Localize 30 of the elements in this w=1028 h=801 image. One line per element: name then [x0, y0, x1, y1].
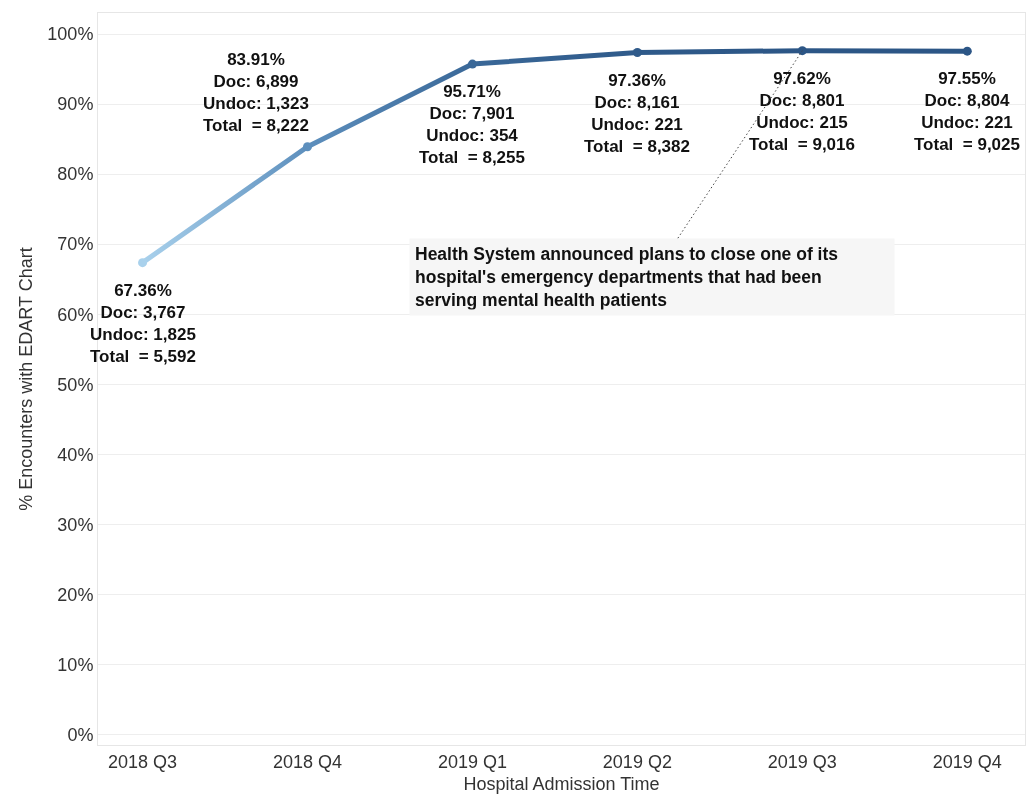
point [302, 142, 312, 152]
y-tick-label: 50% [57, 374, 94, 395]
y-tick-label: 90% [57, 94, 94, 115]
data-label: 83.91% Doc: 6,899 Undoc: 1,323 Total = 8,222 [203, 50, 309, 136]
point [138, 258, 148, 268]
x-tick-label: 2018 Q3 [108, 751, 178, 772]
data-label: 95.71% Doc: 7,901 Undoc: 354 Total = 8,255 [419, 82, 525, 168]
y-tick-label: 70% [57, 234, 94, 255]
point [962, 46, 972, 56]
data-label: 97.36% Doc: 8,161 Undoc: 221 Total = 8,382 [584, 71, 690, 157]
y-tick-label: 100% [47, 24, 94, 45]
y-tick-label: 80% [57, 164, 94, 185]
x-tick-label: 2018 Q4 [272, 751, 343, 772]
x-tick-label: 2019 Q1 [437, 751, 507, 772]
point [467, 59, 477, 69]
y-tick-label: 0% [67, 724, 94, 745]
x-tick-label: 2019 Q2 [602, 751, 672, 772]
x-tick-label: 2019 Q4 [932, 751, 1002, 772]
y-tick-label: 30% [57, 514, 94, 535]
x-axis-title: Hospital Admission Time [463, 773, 660, 794]
data-label: 97.55% Doc: 8,804 Undoc: 221 Total = 9,025 [914, 69, 1020, 155]
y-axis-title: % Encounters with EDART Chart [15, 247, 36, 511]
point [797, 46, 807, 56]
y-tick-label: 20% [57, 584, 94, 605]
data-label: 97.62% Doc: 8,801 Undoc: 215 Total = 9,016 [749, 69, 855, 155]
y-tick-label: 40% [57, 444, 94, 465]
point [632, 48, 642, 58]
annotation: Health System announced plans to close one of its hospital's emergency departments that had been serving mental health patients [415, 244, 839, 310]
x-tick-label: 2019 Q3 [767, 751, 837, 772]
y-tick-label: 10% [57, 654, 94, 675]
